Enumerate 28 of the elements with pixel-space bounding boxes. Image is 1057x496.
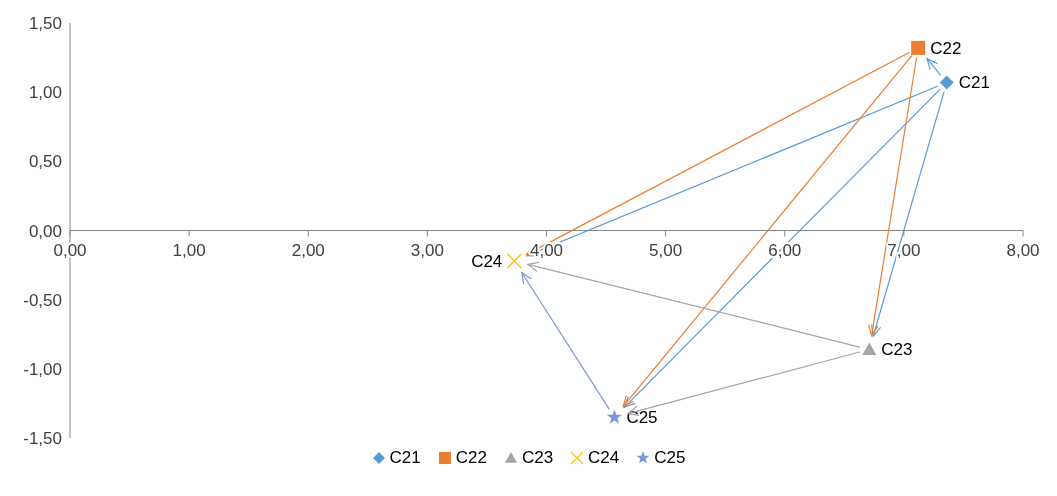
y-tick-label: 0,00 xyxy=(28,221,62,241)
y-tick-label: -1,00 xyxy=(23,359,62,379)
text: C24 xyxy=(471,251,503,271)
x-tick-label: 2,00 xyxy=(291,240,325,260)
legend-label: C22 xyxy=(454,448,487,468)
x-tick-label: 8,00 xyxy=(1006,240,1040,260)
point xyxy=(606,409,623,424)
legend-label: C21 xyxy=(388,448,421,468)
text: C23 xyxy=(881,340,913,360)
text: C25 xyxy=(626,408,658,428)
legend-label: C24 xyxy=(587,448,620,468)
x-tick-label: 1,00 xyxy=(172,240,206,260)
legend-label: C25 xyxy=(653,448,686,468)
text: C21 xyxy=(958,73,990,93)
y-tick-label: 1,00 xyxy=(28,83,62,103)
x-tick-label: 0,00 xyxy=(53,240,87,260)
x-tick-label: 7,00 xyxy=(887,240,921,260)
y-tick-label: 0,50 xyxy=(28,152,62,172)
x-tick-label: 3,00 xyxy=(410,240,444,260)
point xyxy=(911,40,926,55)
x-tick-label: 5,00 xyxy=(649,240,683,260)
text: C22 xyxy=(930,38,962,58)
y-tick-label: 1,50 xyxy=(28,14,62,34)
y-tick-label: -0,50 xyxy=(23,290,62,310)
y-tick-label: -1,50 xyxy=(23,429,62,449)
point xyxy=(862,342,877,356)
legend-label: C23 xyxy=(520,448,554,468)
point xyxy=(939,75,954,90)
